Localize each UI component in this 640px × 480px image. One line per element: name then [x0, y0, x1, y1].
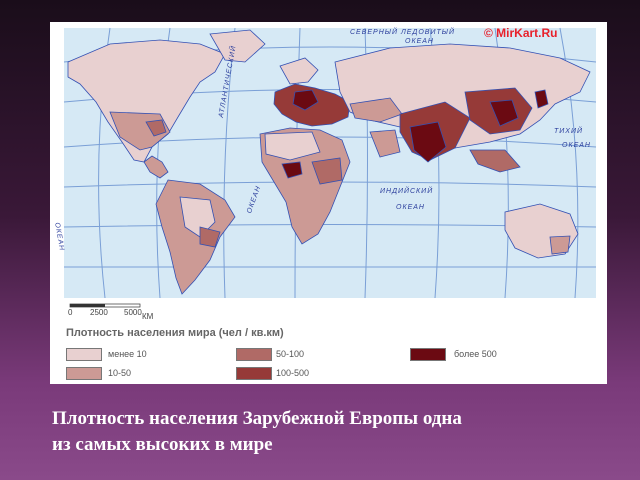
scale-tick-0: 0 — [68, 308, 73, 317]
north-america — [67, 29, 266, 179]
ocean-label-arctic-2: ОКЕАН — [405, 38, 434, 45]
legend-label-50-100: 50-100 — [276, 349, 305, 359]
scale-tick-5000: 5000 — [124, 308, 142, 317]
scale-unit: КМ — [142, 312, 154, 321]
legend-swatch-under-10 — [66, 348, 102, 361]
legend-label-10-50: 10-50 — [108, 368, 132, 378]
south-america — [155, 179, 236, 295]
legend-swatch-10-50 — [66, 367, 102, 380]
world-map — [50, 27, 607, 384]
scale-tick-2500: 2500 — [90, 308, 108, 317]
legend-label-over-500: более 500 — [454, 349, 497, 359]
legend-swatch-100-500 — [236, 367, 272, 380]
ocean-label-arctic-1: СЕВЕРНЫЙ ЛЕДОВИТЫЙ — [350, 29, 455, 36]
legend-label-under-10: менее 10 — [108, 349, 147, 359]
caption-line-1: Плотность населения Зарубежной Европы од… — [52, 408, 462, 429]
population-density-map-image: © MirKart.Ru СЕВЕРНЫЙ ЛЕДОВИТЫЙ ОКЕАН АТ… — [50, 22, 607, 384]
legend-panel — [50, 318, 607, 384]
scale-bar — [69, 303, 141, 308]
australia — [504, 203, 579, 259]
slide-caption: Плотность населения Зарубежной Европы од… — [52, 406, 612, 458]
ocean-label-pacific-1: ТИХИЙ — [554, 128, 583, 135]
legend-title: Плотность населения мира (чел / кв.км) — [66, 327, 284, 339]
africa — [259, 127, 351, 245]
legend-label-100-500: 100-500 — [276, 368, 310, 378]
ocean-label-indian-2: ОКЕАН — [396, 204, 425, 211]
legend-swatch-over-500 — [410, 348, 446, 361]
europe — [273, 57, 351, 127]
copyright-label: © MirKart.Ru — [484, 26, 558, 40]
legend-swatch-50-100 — [236, 348, 272, 361]
caption-line-2: из самых высоких в мире — [52, 434, 273, 455]
ocean-label-indian-1: ИНДИЙСКИЙ — [380, 188, 434, 195]
ocean-label-pacific-2: ОКЕАН — [562, 142, 591, 149]
asia — [334, 43, 591, 173]
